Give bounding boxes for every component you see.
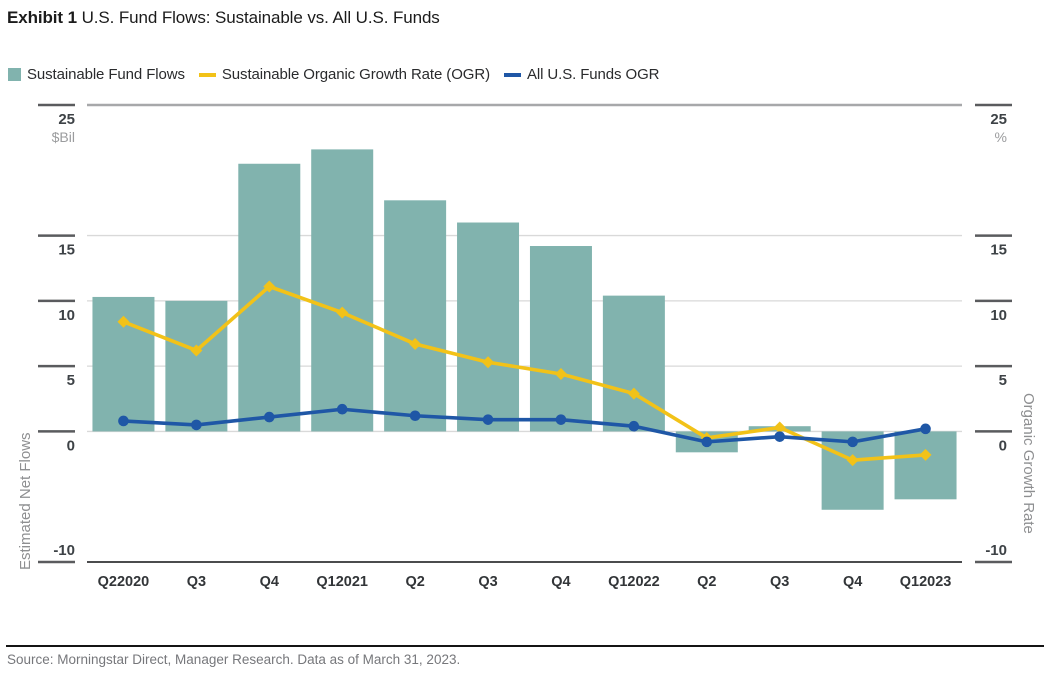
marker-circle-Q12021 (336, 403, 348, 415)
left-axis-title: Estimated Net Flows (17, 432, 34, 570)
bar-Q4 (238, 163, 301, 432)
right-tick-label: 0 (999, 437, 1007, 454)
left-tick-label: -10 (53, 542, 75, 559)
bar-Q3 (457, 222, 520, 432)
line-allfunds-ogr (121, 407, 928, 444)
x-label-Q22020: Q22020 (98, 574, 150, 590)
fund-flows-chart: 25 25 15 15 10 10 5 5 0 0 -10 -10 $Bil % Q22020 Q3 Q4 Q12… (17, 103, 1037, 590)
right-tick-label: 25 (990, 111, 1007, 128)
marker-circle-Q4 (555, 414, 567, 425)
marker-circle-Q2 (409, 410, 421, 422)
left-unit-label: $Bil (52, 129, 75, 145)
right-tick-label: 15 (990, 242, 1007, 259)
line-sustainable-ogr (121, 284, 928, 462)
x-label-Q3: Q3 (187, 574, 206, 590)
marker-circle-Q3 (482, 414, 494, 425)
x-label-Q12021: Q12021 (316, 574, 368, 590)
left-tick-label: 15 (58, 242, 75, 259)
x-label-Q12022: Q12022 (608, 574, 660, 590)
legend-label: Sustainable Organic Growth Rate (OGR) (221, 66, 490, 83)
exhibit-number: Exhibit 1 (7, 8, 77, 27)
marker-diamond-Q12023 (919, 448, 932, 461)
legend-item-sustainable-ogr: Sustainable Organic Growth Rate (OGR) (198, 66, 490, 83)
x-label-Q3: Q3 (478, 574, 497, 590)
chart-area: 25 25 15 15 10 10 5 5 0 0 -10 -10 $Bil% Q22020 Q3 Q4 Q12… (0, 100, 1050, 605)
bar-Q12021 (311, 149, 374, 432)
marker-circle-Q12022 (628, 420, 640, 432)
marker-diamond-Q4 (846, 454, 859, 467)
left-tick-label: 25 (58, 111, 75, 128)
marker-diamond-Q12021 (336, 306, 349, 319)
marker-circle-Q4 (263, 411, 275, 423)
right-axis-title: Organic Growth Rate (1020, 393, 1037, 534)
x-label-Q3: Q3 (770, 574, 789, 590)
x-label-Q2: Q2 (697, 574, 716, 590)
marker-circle-Q22020 (118, 415, 129, 427)
bar-Q2 (384, 200, 447, 432)
legend-label: Sustainable Fund Flows (27, 66, 185, 83)
bar-swatch-icon (8, 68, 21, 81)
bar-Q3 (165, 300, 228, 432)
x-label-Q12023: Q12023 (900, 574, 952, 590)
legend-item-allfunds-ogr: All U.S. Funds OGR (503, 66, 660, 83)
marker-diamond-Q4 (263, 280, 276, 293)
bar-Q4 (529, 246, 592, 432)
bar-Q12023 (894, 431, 957, 500)
marker-diamond-Q3 (190, 344, 203, 357)
left-tick-label: 5 (67, 372, 75, 389)
marker-circle-Q2 (701, 436, 713, 448)
x-label-Q4: Q4 (260, 574, 279, 590)
marker-diamond-Q3 (773, 421, 786, 434)
right-tick-label: 10 (990, 307, 1007, 324)
marker-diamond-Q2 (409, 337, 422, 350)
right-tick-label: 5 (999, 372, 1007, 389)
left-tick-label: 10 (58, 307, 75, 324)
left-tick-label: 0 (67, 437, 75, 454)
legend-label: All U.S. Funds OGR (526, 66, 660, 83)
chart-legend: Sustainable Fund Flows Sustainable Organ… (8, 66, 659, 83)
marker-circle-Q12023 (920, 423, 931, 435)
footer-divider (6, 645, 1044, 647)
marker-diamond-Q4 (554, 367, 567, 380)
marker-diamond-Q3 (482, 356, 495, 369)
legend-item-fund-flows: Sustainable Fund Flows (8, 66, 185, 83)
x-label-Q2: Q2 (405, 574, 424, 590)
allfunds-line-icon (503, 72, 521, 77)
right-tick-label: -10 (985, 542, 1007, 559)
bar-Q12022 (602, 295, 665, 432)
marker-circle-Q3 (191, 419, 202, 431)
marker-circle-Q3 (774, 431, 786, 442)
marker-diamond-Q22020 (117, 315, 130, 328)
ogr-line-icon (198, 72, 216, 77)
x-label-Q4: Q4 (843, 574, 862, 590)
x-label-Q4: Q4 (551, 574, 570, 590)
marker-circle-Q4 (847, 436, 858, 448)
exhibit-title-text: U.S. Fund Flows: Sustainable vs. All U.S… (81, 8, 440, 27)
marker-diamond-Q12022 (627, 387, 640, 400)
source-note: Source: Morningstar Direct, Manager Rese… (7, 652, 461, 667)
right-unit-label: % (995, 129, 1007, 145)
exhibit-title: Exhibit 1 U.S. Fund Flows: Sustainable v… (7, 8, 440, 28)
